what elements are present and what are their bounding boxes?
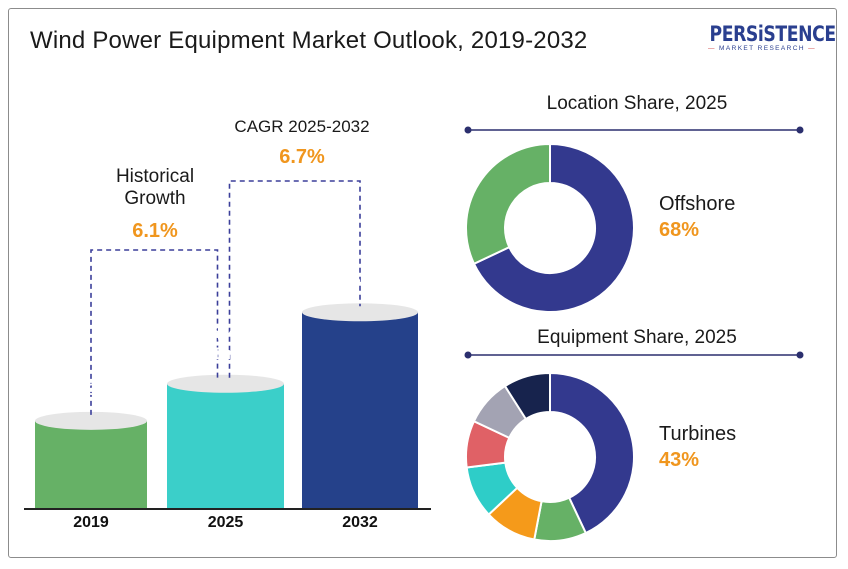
historical-connector <box>90 249 219 415</box>
offshore-label: Offshore <box>659 193 736 215</box>
historical-growth-label: Historical Growth <box>96 166 214 210</box>
location-slice-1 <box>465 142 551 266</box>
bar-label-2032-line1: US$ 78.6 <box>324 248 396 267</box>
cagr-label: CAGR 2025-2032 <box>234 117 370 136</box>
bar-body-2019 <box>35 420 147 508</box>
bar-2019 <box>35 411 147 508</box>
logo-subtitle: — MARKET RESEARCH — <box>707 45 817 52</box>
equipment-slice-0 <box>549 371 635 535</box>
bar-label-2032-line2: Bn <box>348 269 372 288</box>
divider-dot-right-1 <box>796 351 804 359</box>
bar-top-2019 <box>35 411 147 430</box>
turbines-value: 43% <box>659 449 700 471</box>
bar-2025 <box>167 374 284 508</box>
growth-connectors <box>90 180 361 415</box>
axis-year-2019: 2019 <box>73 514 109 531</box>
equipment-slice-6 <box>503 371 551 421</box>
historical-growth-value: 6.1% <box>132 220 178 242</box>
bar-top-2032 <box>302 303 418 322</box>
donut-dividers <box>464 126 804 359</box>
bar-body-2025 <box>167 383 284 508</box>
turbines-label: Turbines <box>659 423 737 445</box>
historical-label-line2: Growth <box>124 188 186 209</box>
page-title: Wind Power Equipment Market Outlook, 201… <box>30 27 588 54</box>
location-share-donut <box>465 142 635 313</box>
bar-label-2025-line1: US$ 49.9 <box>190 323 261 342</box>
divider-dot-left-0 <box>464 126 472 134</box>
divider-dot-left-1 <box>464 351 472 359</box>
bar-label-2019-line1: US$ 35 Bn <box>48 380 134 399</box>
cagr-value: 6.7% <box>279 146 325 168</box>
bar-body-2032 <box>302 312 418 508</box>
historical-label-line1: Historical <box>115 166 195 187</box>
bar-top-2025 <box>167 374 284 393</box>
bar-label-2032: US$ 78.6 Bn <box>302 247 418 289</box>
logo-sub-text: MARKET RESEARCH <box>719 45 805 52</box>
location-slice-0 <box>472 142 635 313</box>
offshore-value: 68% <box>659 219 700 241</box>
bar-chart <box>24 303 431 510</box>
bar-2032 <box>302 303 418 508</box>
divider-dot-right-0 <box>796 126 804 134</box>
location-share-title: Location Share, 2025 <box>546 93 728 114</box>
axis-year-2032: 2032 <box>342 514 378 531</box>
equipment-share-title: Equipment Share, 2025 <box>537 327 737 348</box>
equipment-share-donut <box>465 371 635 542</box>
bar-label-2025-line2: Bn <box>214 344 237 363</box>
persistence-logo: PERSiSTENCE — MARKET RESEARCH — <box>698 21 836 65</box>
axis-year-2025: 2025 <box>207 514 244 531</box>
cagr-connector <box>228 180 361 378</box>
bar-label-2019: US$ 35 Bn <box>35 379 147 400</box>
bar-label-2025: US$ 49.9 Bn <box>167 322 284 364</box>
